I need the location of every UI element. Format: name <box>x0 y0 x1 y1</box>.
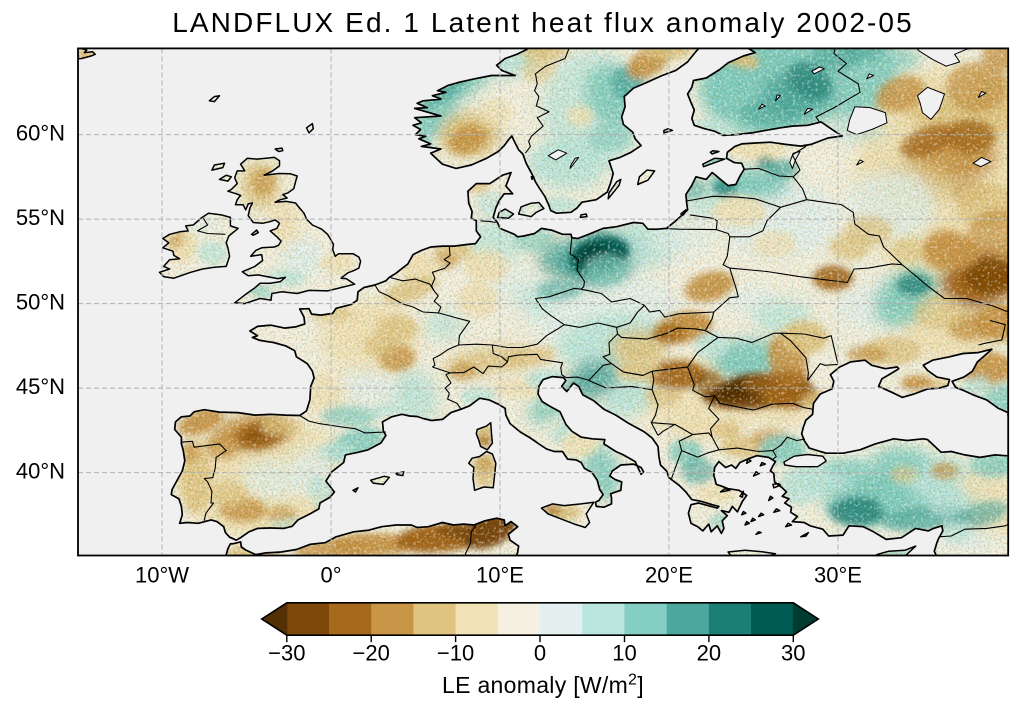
svg-text:20°E: 20°E <box>645 563 693 588</box>
svg-text:−20: −20 <box>353 641 390 666</box>
svg-text:LE anomaly [W/m2]: LE anomaly [W/m2] <box>442 672 644 699</box>
svg-text:55°N: 55°N <box>16 205 65 230</box>
svg-text:30: 30 <box>781 641 805 666</box>
svg-text:−30: −30 <box>268 641 305 666</box>
svg-text:0: 0 <box>534 641 546 666</box>
svg-text:30°E: 30°E <box>814 563 862 588</box>
svg-text:40°N: 40°N <box>16 458 65 483</box>
svg-text:50°N: 50°N <box>16 289 65 314</box>
svg-text:45°N: 45°N <box>16 374 65 399</box>
svg-text:−10: −10 <box>437 641 474 666</box>
svg-text:10: 10 <box>612 641 636 666</box>
svg-text:0°: 0° <box>320 563 341 588</box>
svg-text:10°W: 10°W <box>135 563 189 588</box>
svg-text:20: 20 <box>697 641 721 666</box>
svg-text:60°N: 60°N <box>16 120 65 145</box>
svg-text:LANDFLUX Ed. 1 Latent heat flu: LANDFLUX Ed. 1 Latent heat flux anomaly … <box>172 7 914 38</box>
svg-text:10°E: 10°E <box>476 563 524 588</box>
